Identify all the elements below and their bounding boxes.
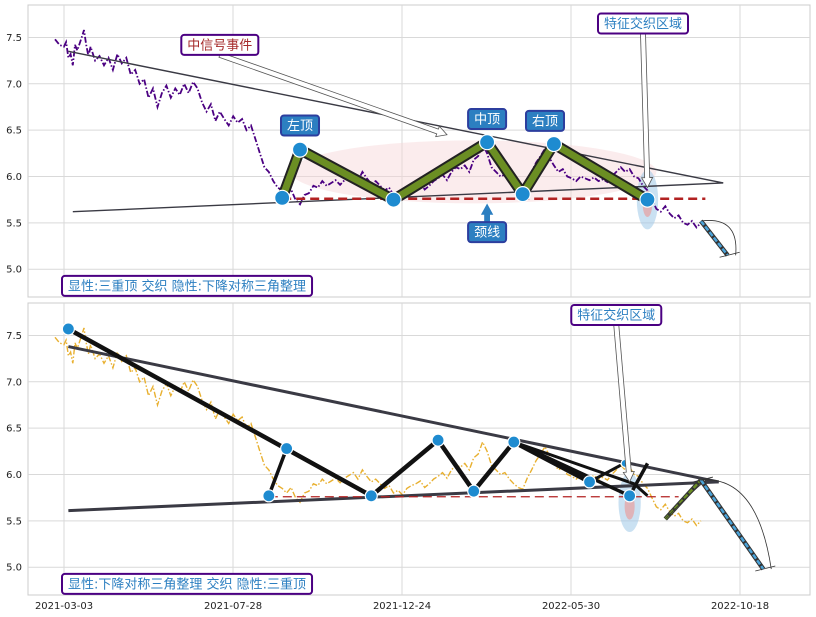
pattern-point [280, 441, 294, 456]
annotation-arrow [218, 51, 448, 138]
annotation-arrow [480, 203, 494, 223]
annotation-label: 显性:下降对称三角整理 交织 隐性:三重顶 [68, 576, 306, 592]
annotation-label: 中顶 [474, 113, 500, 128]
annotation-box [570, 304, 663, 327]
y-tick-label: 6.5 [6, 126, 22, 137]
annotation-box [467, 108, 508, 131]
pattern-point [507, 435, 521, 449]
projection-line [699, 220, 729, 257]
annotation-label: 特征交织区域 [604, 16, 682, 32]
pattern-point [623, 489, 637, 503]
y-tick-label: 7.5 [6, 331, 22, 342]
plot-area [27, 302, 811, 596]
x-tick-label: 2022-05-30 [542, 601, 600, 612]
pattern-point [291, 141, 309, 158]
annotation: 显性:下降对称三角整理 交织 隐性:三重顶 [61, 572, 314, 595]
projection-tick [755, 565, 776, 572]
annotation: 左顶 [279, 114, 321, 137]
trend-line [68, 345, 720, 484]
annotation: 特征交织区域 [570, 304, 663, 483]
annotation-box [61, 274, 314, 297]
annotation: 右顶 [524, 109, 566, 132]
annotation-label: 颈线 [474, 226, 500, 241]
y-tick-label: 6.0 [6, 172, 22, 183]
pattern-point [61, 322, 75, 336]
annotation-box [180, 33, 260, 56]
projection-curve [700, 220, 737, 256]
pattern-path [513, 440, 649, 497]
annotation-label: 显性:三重顶 交织 隐性:下降对称三角整理 [68, 278, 306, 294]
annotation-arrow [640, 33, 654, 189]
chart-panel-2: 5.0 5.5 6.0 6.5 7.0 7.5 2021-03-03 2021-07-28 20… [6, 302, 811, 612]
y-tick-label: 5.0 [6, 563, 22, 574]
y-tick-label: 5.5 [6, 516, 22, 527]
pattern-point [262, 489, 276, 503]
pattern-point [467, 484, 481, 498]
projection-line [699, 479, 765, 570]
x-tick-label: 2021-12-24 [373, 601, 431, 612]
annotation-label: 中信号事件 [187, 38, 252, 53]
annotation: 中信号事件 [180, 33, 448, 138]
pattern-point [545, 135, 563, 153]
y-tick-label: 5.0 [6, 265, 22, 276]
annotation-label: 右顶 [532, 114, 558, 129]
annotation-label: 特征交织区域 [577, 308, 655, 324]
projection-curve [700, 479, 772, 570]
price-series-line [54, 29, 702, 229]
y-tick-label: 5.5 [6, 218, 22, 229]
annotation: 特征交织区域 [596, 12, 690, 189]
pattern-point [385, 191, 402, 208]
annotation: 颈线 [467, 203, 508, 244]
x-tick-label: 2021-07-28 [204, 601, 262, 612]
y-tick-label: 7.0 [6, 79, 22, 90]
annotation-label: 左顶 [287, 119, 313, 134]
y-tick-label: 7.0 [6, 377, 22, 388]
pattern-point [478, 134, 496, 151]
pattern-point [431, 433, 445, 447]
y-tick-label: 6.0 [6, 470, 22, 481]
y-tick-label: 7.5 [6, 33, 22, 44]
pattern-point [364, 489, 378, 503]
annotation: 显性:三重顶 交织 隐性:下降对称三角整理 [61, 274, 314, 297]
pattern-point [582, 475, 597, 489]
y-tick-label: 6.5 [6, 424, 22, 435]
annotation-box [61, 572, 314, 595]
annotation-box [279, 114, 321, 137]
plot-area [27, 4, 811, 298]
annotation-arrow [613, 324, 635, 483]
pattern-point [639, 191, 656, 208]
x-tick-label: 2022-10-18 [711, 601, 769, 612]
pattern-point [514, 186, 531, 203]
x-tick-label: 2021-03-03 [35, 601, 93, 612]
annotation-box [596, 12, 690, 35]
annotation-box [524, 109, 566, 132]
pattern-point [274, 189, 291, 206]
annotation: 中顶 [467, 108, 508, 131]
annotation-box [467, 221, 508, 244]
projection-tick [719, 251, 740, 258]
